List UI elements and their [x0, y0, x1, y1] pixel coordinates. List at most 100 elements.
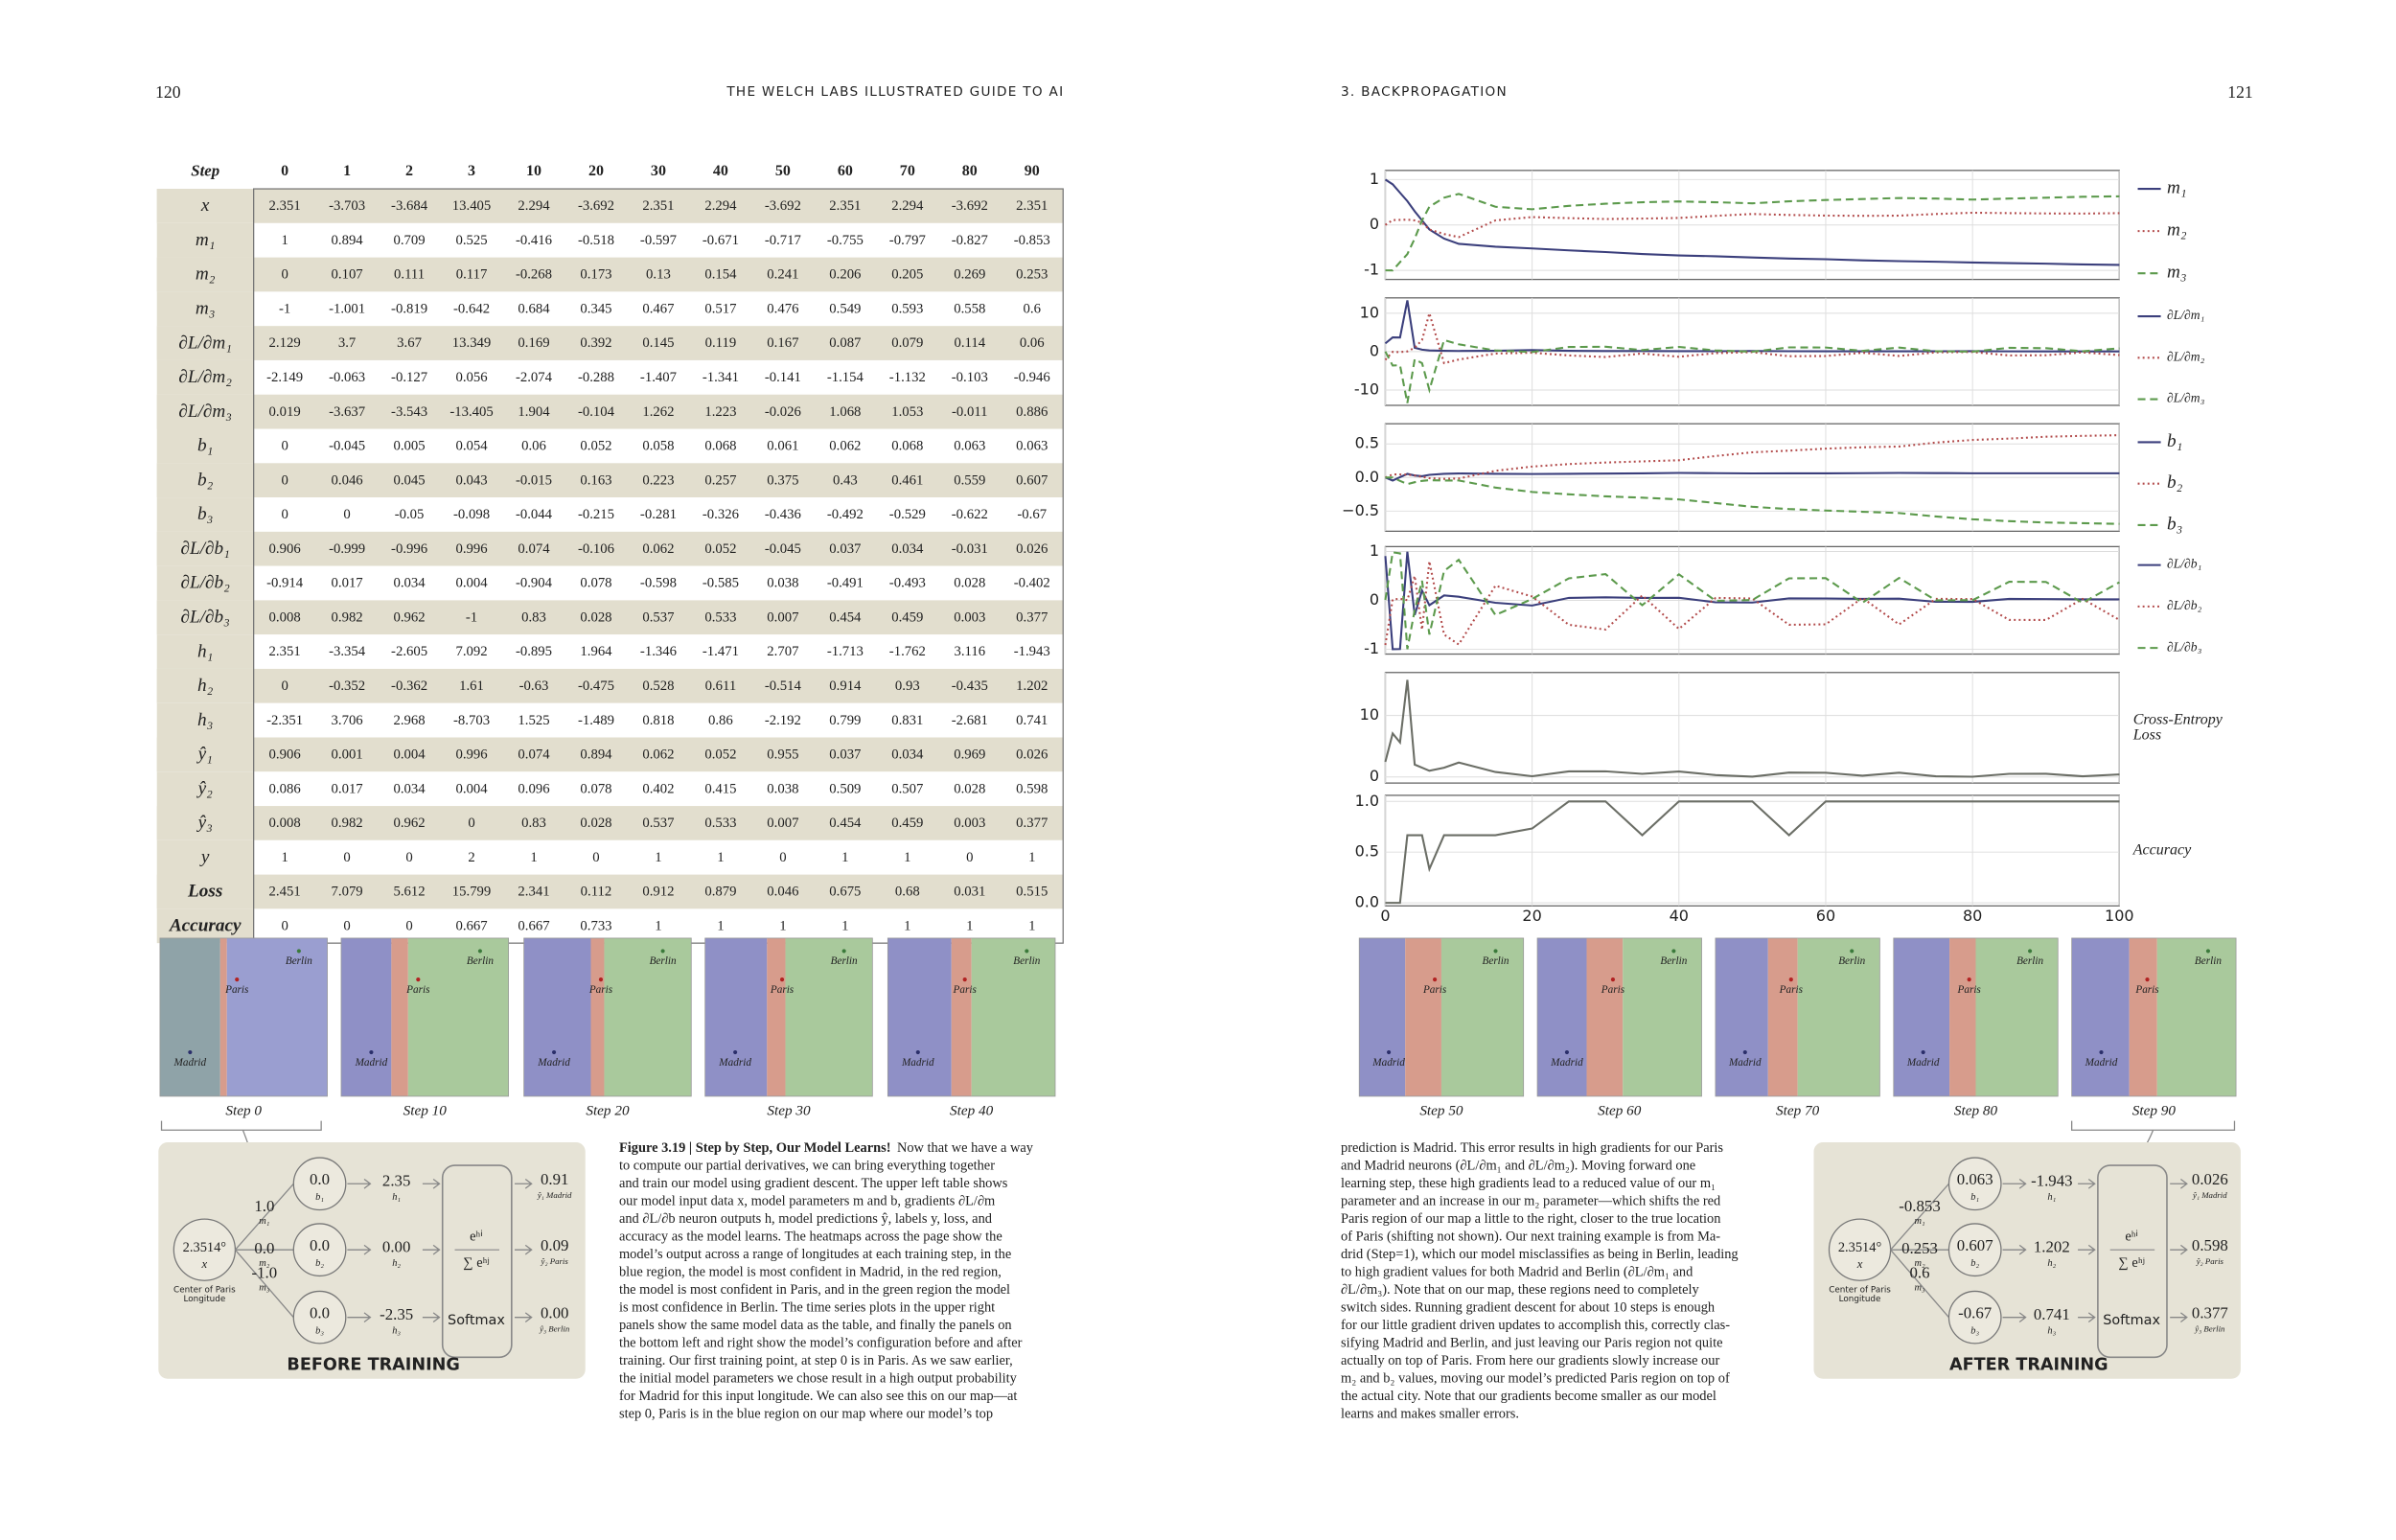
caption-line: panels show the same model data as the t… — [619, 1318, 1012, 1333]
bias-label: b₃ — [315, 1325, 324, 1336]
table-cell: -0.015 — [516, 472, 552, 488]
city-label: Berlin — [2195, 955, 2222, 967]
city-dot — [1788, 977, 1793, 982]
caption-line: the bottom left and right show the model… — [619, 1335, 1023, 1350]
table-cell: 2.294 — [518, 198, 550, 214]
table-cell: 0.163 — [580, 472, 611, 488]
table-cell: 0.112 — [581, 885, 612, 900]
table-cell: 2.341 — [518, 885, 549, 900]
table-cell: 1 — [655, 918, 661, 933]
output-label: ŷ₁ Madrid — [537, 1190, 572, 1200]
table-cell: -0.585 — [703, 576, 739, 591]
y-tick-label: -1 — [1364, 261, 1379, 279]
table-row — [156, 394, 1064, 429]
table-cell: -1.471 — [703, 644, 739, 659]
table-cell: -3.703 — [329, 198, 365, 214]
y-tick-label: 1 — [1370, 541, 1379, 560]
table-row — [156, 463, 1064, 498]
city-dot — [1610, 977, 1616, 982]
caption-line: Paris region of our map a little to the … — [1341, 1211, 1720, 1227]
table-cell: 0.912 — [642, 885, 674, 900]
h-label: h₂ — [392, 1258, 401, 1269]
table-cell: 1 — [1028, 918, 1035, 933]
table-cell: -3.684 — [391, 198, 428, 214]
row-label-cell — [156, 359, 254, 395]
table-header: 60 — [838, 163, 853, 179]
city-label: Berlin — [1838, 955, 1865, 967]
bias-label: b₂ — [315, 1258, 324, 1269]
city-dot — [296, 949, 301, 954]
bias-value: 0.0 — [310, 1303, 330, 1322]
table-cell: 0 — [343, 918, 350, 933]
table-cell: -0.063 — [329, 370, 365, 385]
city-dot — [598, 977, 604, 982]
row-label: m₂ — [196, 264, 216, 285]
heatmap-frame — [887, 937, 1056, 1097]
table-cell: 0 — [405, 850, 412, 865]
table-cell: 0.154 — [704, 267, 737, 283]
table-cell: 0.476 — [767, 301, 798, 316]
table-cell: -0.622 — [952, 507, 988, 522]
heatmap: Berlin Paris Madrid — [704, 937, 873, 1097]
table-cell: 0.6 — [1024, 301, 1041, 316]
table-cell: 0.537 — [642, 609, 674, 625]
city-label: Madrid — [537, 1057, 570, 1069]
table-cell: -2.192 — [765, 713, 801, 728]
city-label: Paris — [224, 984, 249, 996]
row-label-cell — [156, 702, 254, 738]
legend-label: ∂L/∂b₂ — [2167, 598, 2202, 612]
table-cell: 0.459 — [891, 816, 923, 831]
table-cell: 2.451 — [269, 885, 301, 900]
table-cell: 0.045 — [393, 472, 425, 488]
arrow — [422, 1178, 441, 1189]
series-line — [1384, 211, 2120, 239]
table-cell: -3.692 — [765, 198, 801, 214]
table-cell: -1.489 — [578, 713, 614, 728]
city-dot — [1742, 1049, 1747, 1055]
heatmap-region — [1405, 937, 1441, 1096]
table-row — [156, 806, 1064, 840]
city-dot — [369, 1049, 374, 1055]
table-cell: 0.169 — [518, 335, 549, 351]
table-cell: -0.215 — [578, 507, 614, 522]
table-cell: 0.037 — [829, 541, 861, 557]
table-cell: 0.962 — [393, 609, 425, 625]
table-cell: 0.709 — [393, 233, 425, 248]
table-header: 2 — [405, 163, 413, 179]
row-label: Loss — [187, 882, 222, 902]
city-dot — [1433, 977, 1438, 982]
table-cell: 0.507 — [891, 781, 923, 796]
table-cell: -0.05 — [395, 507, 425, 522]
heatmap-caption: Step 90 — [2132, 1102, 2177, 1118]
series-line — [1385, 471, 2120, 482]
city-label: Paris — [2134, 984, 2159, 996]
table-cell: 0.019 — [269, 404, 301, 420]
heatmap-frame — [1536, 937, 1702, 1097]
diagram-panel — [158, 1142, 586, 1379]
heatmap-frame — [1358, 937, 1525, 1097]
input-caption: Longitude — [183, 1295, 225, 1304]
table-cell: -0.67 — [1017, 507, 1047, 522]
table-row — [156, 702, 1064, 738]
series-line — [1384, 338, 2120, 403]
page-number: 120 — [155, 82, 181, 102]
heatmap-frame — [704, 937, 873, 1097]
caption-line: and Madrid neurons (∂L/∂m₁ and ∂L/∂m₂). … — [1341, 1158, 1695, 1173]
bias-value: 0.0 — [310, 1170, 330, 1188]
heatmap-region — [1797, 937, 1880, 1096]
heatmap-region — [1893, 937, 1950, 1096]
h-value: -2.35 — [380, 1305, 413, 1323]
caption-line: training. Our first training point, at s… — [619, 1353, 1013, 1368]
table-cell: -2.681 — [952, 713, 988, 728]
y-tick-label: 10 — [1360, 705, 1379, 724]
table-header: 80 — [962, 163, 978, 179]
bias-value: -0.67 — [1958, 1303, 1992, 1322]
table-cell: -0.827 — [952, 233, 988, 248]
table-cell: 0.537 — [642, 816, 674, 831]
city-dot — [551, 1049, 557, 1055]
table-cell: -0.518 — [578, 233, 614, 248]
table-cell: 1 — [1028, 850, 1035, 865]
table-cell: -0.045 — [329, 439, 365, 454]
city-dot — [2028, 949, 2033, 954]
table-cell: 0.558 — [954, 301, 985, 316]
